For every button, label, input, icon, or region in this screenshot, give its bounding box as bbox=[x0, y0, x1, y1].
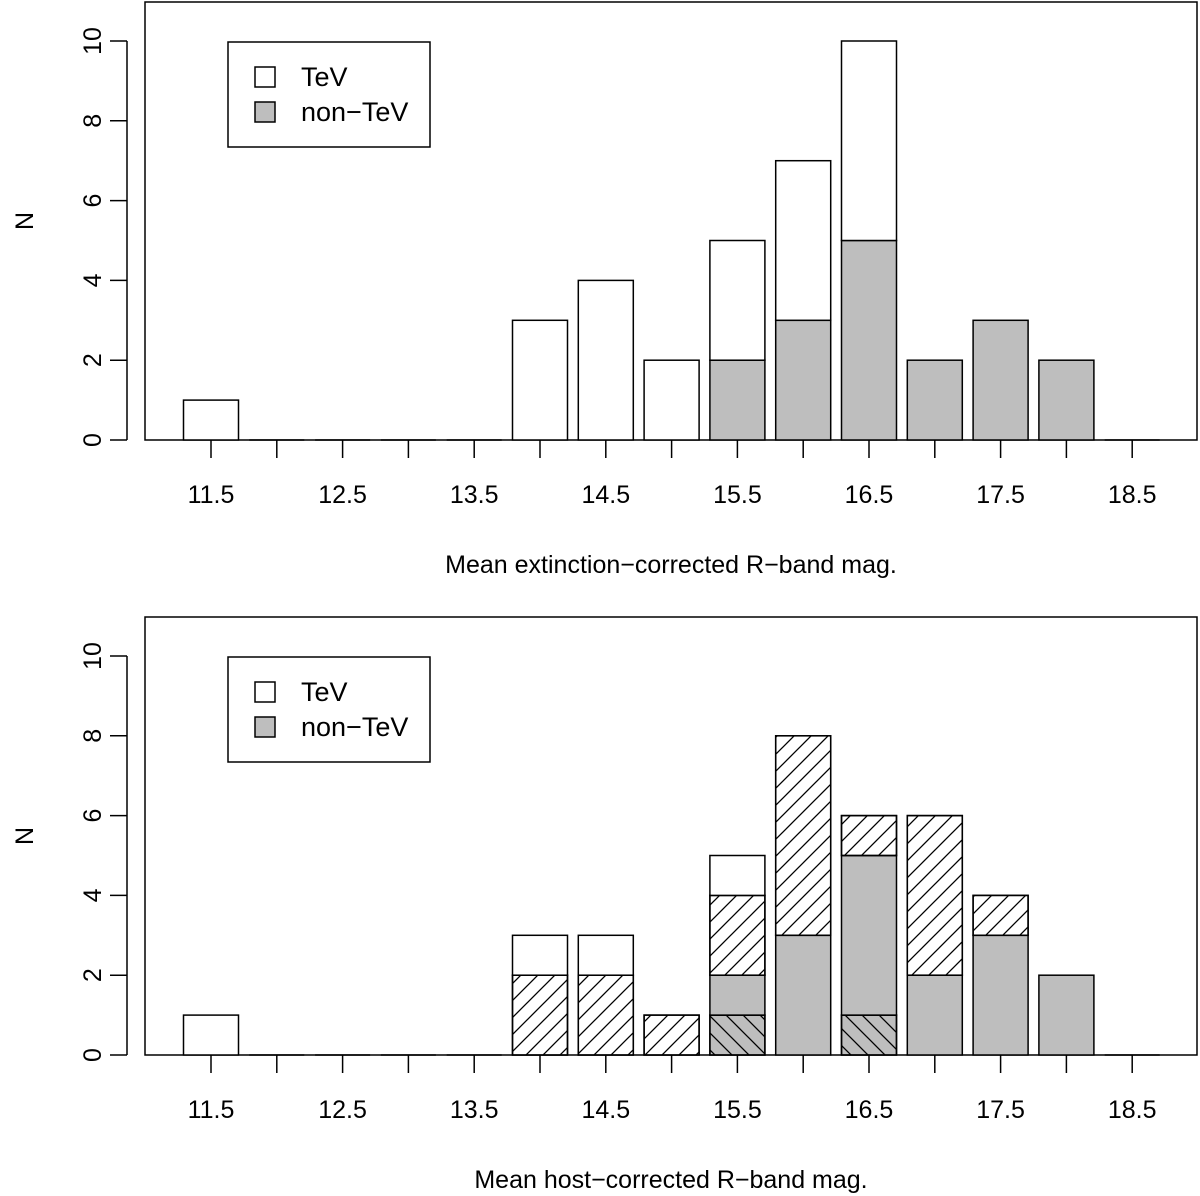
bar-14-series-1 bbox=[511, 319, 569, 441]
y-tick-label-8: 8 bbox=[79, 729, 107, 743]
x-tick-label-11.5: 11.5 bbox=[188, 1096, 235, 1124]
bar-16.5-series-0 bbox=[840, 239, 898, 441]
y-tick-label-6: 6 bbox=[79, 194, 107, 208]
bar-17-series-1 bbox=[906, 974, 964, 1056]
legend-box bbox=[227, 656, 431, 763]
bar-15.5-series-1 bbox=[709, 974, 766, 1016]
bar-16.5-series-1 bbox=[840, 40, 898, 242]
y-tick-label-4: 4 bbox=[79, 273, 107, 287]
legend-label-tev: TeV bbox=[301, 62, 348, 92]
bar-hatch-17-series-2 bbox=[906, 814, 964, 976]
bar-14.5-series-3 bbox=[577, 934, 635, 976]
bar-11.5-series-1 bbox=[182, 399, 240, 441]
y-tick-label-4: 4 bbox=[79, 888, 107, 902]
bar-16.5-series-1 bbox=[840, 854, 898, 1016]
bar-hatch-16.5-series-0 bbox=[840, 1014, 898, 1056]
x-axis-ticks: 11.5 12.5 13.5 14.5 15.5 16.5 17.5 18.5 bbox=[188, 1055, 1157, 1124]
bar-hatch-15-series-2 bbox=[643, 1014, 700, 1056]
y-tick-label-8: 8 bbox=[79, 114, 107, 128]
bar-16-series-0 bbox=[774, 319, 832, 441]
y-axis-ticks: 0 2 4 6 8 10 bbox=[79, 642, 128, 1062]
x-tick-label-14.5: 14.5 bbox=[581, 1096, 630, 1124]
legend-box bbox=[227, 41, 431, 148]
y-tick-label-10: 10 bbox=[79, 642, 107, 670]
legend-swatch-non-tev bbox=[254, 716, 276, 738]
bars bbox=[182, 40, 1160, 441]
y-axis-ticks: 0 2 4 6 8 10 bbox=[79, 27, 128, 447]
chart-top-panel: 11.5 12.5 13.5 14.5 15.5 16.5 17.5 18.5 0 2 4 6 8 10… bbox=[11, 1, 1198, 579]
bar-17.5-series-0 bbox=[972, 319, 1029, 441]
x-tick-label-15.5: 15.5 bbox=[713, 1096, 762, 1124]
y-axis-label: N bbox=[11, 827, 39, 845]
x-tick-label-17.5: 17.5 bbox=[976, 1096, 1025, 1124]
bar-11.5-series-3 bbox=[182, 1014, 240, 1056]
x-axis-label: Mean host−corrected R−band mag. bbox=[474, 1166, 867, 1194]
y-tick-label-0: 0 bbox=[79, 433, 107, 447]
bar-hatch-14.5-series-2 bbox=[577, 974, 635, 1056]
y-tick-label-2: 2 bbox=[79, 968, 107, 982]
bar-14-series-3 bbox=[511, 934, 569, 976]
bar-hatch-15.5-series-2 bbox=[709, 894, 766, 976]
y-tick-label-10: 10 bbox=[79, 27, 107, 55]
legend-label-tev: TeV bbox=[301, 677, 348, 707]
bar-hatch-16-series-2 bbox=[774, 735, 832, 937]
bar-16-series-1 bbox=[774, 159, 832, 322]
bar-14.5-series-1 bbox=[577, 279, 635, 441]
x-axis-label: Mean extinction−corrected R−band mag. bbox=[445, 551, 897, 579]
x-tick-label-12.5: 12.5 bbox=[318, 481, 367, 509]
bar-18-series-1 bbox=[1038, 974, 1095, 1056]
x-tick-label-13.5: 13.5 bbox=[450, 481, 499, 509]
bar-15.5-series-3 bbox=[709, 854, 766, 897]
legend-swatch-tev bbox=[254, 66, 276, 88]
x-axis-ticks: 11.5 12.5 13.5 14.5 15.5 16.5 17.5 18.5 bbox=[188, 440, 1157, 509]
x-tick-label-17.5: 17.5 bbox=[976, 481, 1025, 509]
legend-label-non-tev: non−TeV bbox=[301, 97, 408, 127]
legend: TeV non−TeV bbox=[227, 656, 431, 763]
y-tick-label-0: 0 bbox=[79, 1048, 107, 1062]
x-tick-label-18.5: 18.5 bbox=[1108, 481, 1157, 509]
x-tick-label-13.5: 13.5 bbox=[450, 1096, 499, 1124]
bar-hatch-15.5-series-0 bbox=[709, 1014, 766, 1056]
x-tick-label-16.5: 16.5 bbox=[845, 1096, 894, 1124]
y-tick-label-2: 2 bbox=[79, 353, 107, 367]
bar-17-series-0 bbox=[906, 359, 964, 441]
legend-swatch-tev bbox=[254, 681, 276, 703]
bar-16-series-1 bbox=[774, 934, 832, 1056]
bars bbox=[182, 735, 1160, 1056]
x-tick-label-16.5: 16.5 bbox=[845, 481, 894, 509]
bar-15.5-series-0 bbox=[709, 359, 766, 441]
bar-18-series-0 bbox=[1038, 359, 1095, 441]
x-tick-label-12.5: 12.5 bbox=[318, 1096, 367, 1124]
x-tick-label-14.5: 14.5 bbox=[581, 481, 630, 509]
x-tick-label-18.5: 18.5 bbox=[1108, 1096, 1157, 1124]
legend-swatch-non-tev bbox=[254, 101, 276, 123]
bar-17.5-series-1 bbox=[972, 934, 1029, 1056]
legend-label-non-tev: non−TeV bbox=[301, 712, 408, 742]
legend: TeV non−TeV bbox=[227, 41, 431, 148]
bar-15-series-1 bbox=[643, 359, 700, 441]
bar-15.5-series-1 bbox=[709, 239, 766, 361]
bar-hatch-17.5-series-2 bbox=[972, 894, 1029, 937]
y-axis-label: N bbox=[11, 212, 39, 230]
chart-bottom-panel: 11.5 12.5 13.5 14.5 15.5 16.5 17.5 18.5 0 2 4 6 8 10… bbox=[11, 616, 1198, 1194]
x-tick-label-15.5: 15.5 bbox=[713, 481, 762, 509]
bar-hatch-16.5-series-2 bbox=[840, 814, 898, 857]
x-tick-label-11.5: 11.5 bbox=[188, 481, 235, 509]
bar-hatch-14-series-2 bbox=[511, 974, 569, 1056]
y-tick-label-6: 6 bbox=[79, 809, 107, 823]
